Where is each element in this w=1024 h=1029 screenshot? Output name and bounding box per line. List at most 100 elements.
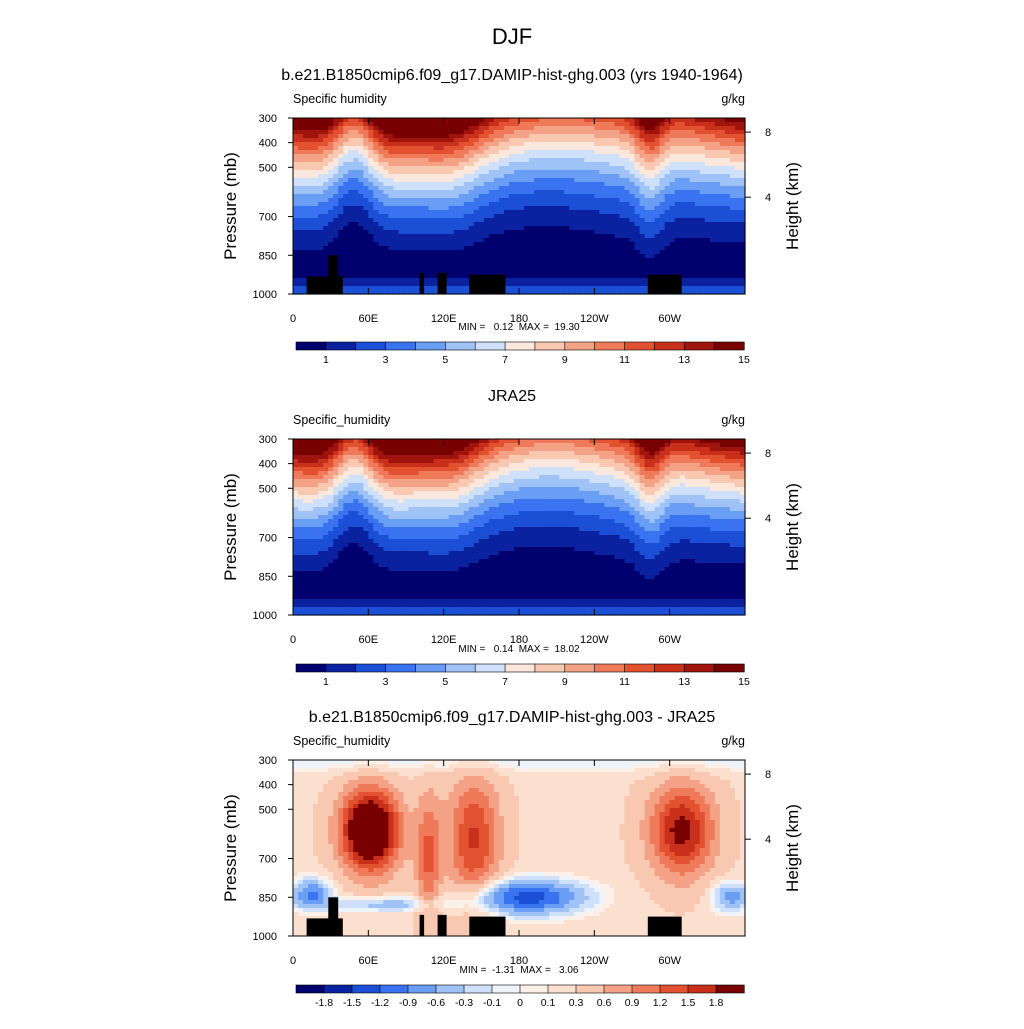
heatmap-cell <box>514 258 520 263</box>
heatmap-cell <box>534 170 540 175</box>
heatmap-cell <box>690 134 696 139</box>
heatmap-cell <box>660 210 666 215</box>
heatmap-cell <box>569 455 575 460</box>
heatmap-cell <box>594 447 600 452</box>
heatmap-cell <box>629 126 635 131</box>
heatmap-cell <box>519 210 525 215</box>
heatmap-cell <box>725 266 731 271</box>
heatmap-cell <box>629 230 635 235</box>
heatmap-cell <box>434 186 440 191</box>
heatmap-cell <box>464 266 470 271</box>
heatmap-cell <box>549 210 555 215</box>
heatmap-cell <box>599 246 605 251</box>
heatmap-cell <box>343 246 349 251</box>
heatmap-cell <box>303 146 309 151</box>
heatmap-cell <box>464 130 470 135</box>
heatmap-cell <box>489 134 495 139</box>
heatmap-cell <box>293 186 299 191</box>
heatmap-cell <box>479 202 485 207</box>
heatmap-cell <box>454 214 460 219</box>
heatmap-cell <box>614 146 620 151</box>
heatmap-cell <box>604 266 610 271</box>
heatmap-cell <box>549 142 555 147</box>
heatmap-cell <box>579 138 585 143</box>
heatmap-cell <box>373 479 379 484</box>
heatmap-cell <box>675 142 681 147</box>
heatmap-cell <box>298 475 304 480</box>
heatmap-cell <box>444 471 450 476</box>
heatmap-cell <box>489 194 495 199</box>
heatmap-cell <box>650 234 656 239</box>
heatmap-cell <box>298 467 304 472</box>
heatmap-cell <box>554 218 560 223</box>
heatmap-cell <box>589 479 595 484</box>
heatmap-cell <box>614 254 620 259</box>
heatmap-cell <box>554 178 560 183</box>
heatmap-cell <box>514 186 520 191</box>
heatmap-cell <box>318 471 324 476</box>
heatmap-cell <box>353 182 359 187</box>
heatmap-cell <box>640 467 646 472</box>
heatmap-cell <box>313 142 319 147</box>
heatmap-cell <box>604 258 610 263</box>
heatmap-cell <box>574 134 580 139</box>
heatmap-cell <box>409 238 415 243</box>
heatmap-cell <box>614 210 620 215</box>
heatmap-cell <box>439 459 445 464</box>
heatmap-cell <box>388 130 394 135</box>
heatmap-cell <box>509 122 515 127</box>
heatmap-cell <box>348 126 354 131</box>
heatmap-cell <box>559 246 565 251</box>
heatmap-cell <box>735 274 741 279</box>
heatmap-cell <box>338 162 344 167</box>
heatmap-cell <box>303 186 309 191</box>
heatmap-cell <box>695 447 701 452</box>
heatmap-cell <box>695 471 701 476</box>
heatmap-cell <box>494 447 500 452</box>
y-axis-label-right: Height (km) <box>783 162 802 250</box>
heatmap-cell <box>544 218 550 223</box>
heatmap-cell <box>604 270 610 275</box>
heatmap-cell <box>514 150 520 155</box>
heatmap-cell <box>414 138 420 143</box>
heatmap-cell <box>564 250 570 255</box>
heatmap-cell <box>624 126 630 131</box>
heatmap-cell <box>393 138 399 143</box>
heatmap-cell <box>363 475 369 480</box>
heatmap-cell <box>469 118 475 123</box>
heatmap-cell <box>424 214 430 219</box>
heatmap-cell <box>549 158 555 163</box>
heatmap-cell <box>655 447 661 452</box>
heatmap-cell <box>604 226 610 231</box>
heatmap-cell <box>414 198 420 203</box>
heatmap-cell <box>685 463 691 468</box>
heatmap-cell <box>635 463 641 468</box>
heatmap-cell <box>710 262 716 267</box>
heatmap-cell <box>328 210 334 215</box>
heatmap-cell <box>559 218 565 223</box>
heatmap-cell <box>685 286 691 291</box>
heatmap-cell <box>604 118 610 123</box>
heatmap-cell <box>429 459 435 464</box>
heatmap-cell <box>720 162 726 167</box>
heatmap-cell <box>429 142 435 147</box>
heatmap-cell <box>579 226 585 231</box>
heatmap-cell <box>353 154 359 159</box>
heatmap-cell <box>629 122 635 127</box>
heatmap-cell <box>720 250 726 255</box>
heatmap-cell <box>519 230 525 235</box>
heatmap-cell <box>559 210 565 215</box>
colorbar-label: 15 <box>738 354 750 366</box>
heatmap-cell <box>529 174 535 179</box>
heatmap-cell <box>685 455 691 460</box>
heatmap-cell <box>338 455 344 460</box>
heatmap-cell <box>640 142 646 147</box>
heatmap-cell <box>383 198 389 203</box>
heatmap-cell <box>705 178 711 183</box>
heatmap-cell <box>439 190 445 195</box>
heatmap-cell <box>368 447 374 452</box>
heatmap-cell <box>680 258 686 263</box>
heatmap-cell <box>604 126 610 131</box>
heatmap-cell <box>509 475 515 480</box>
heatmap-cell <box>429 154 435 159</box>
